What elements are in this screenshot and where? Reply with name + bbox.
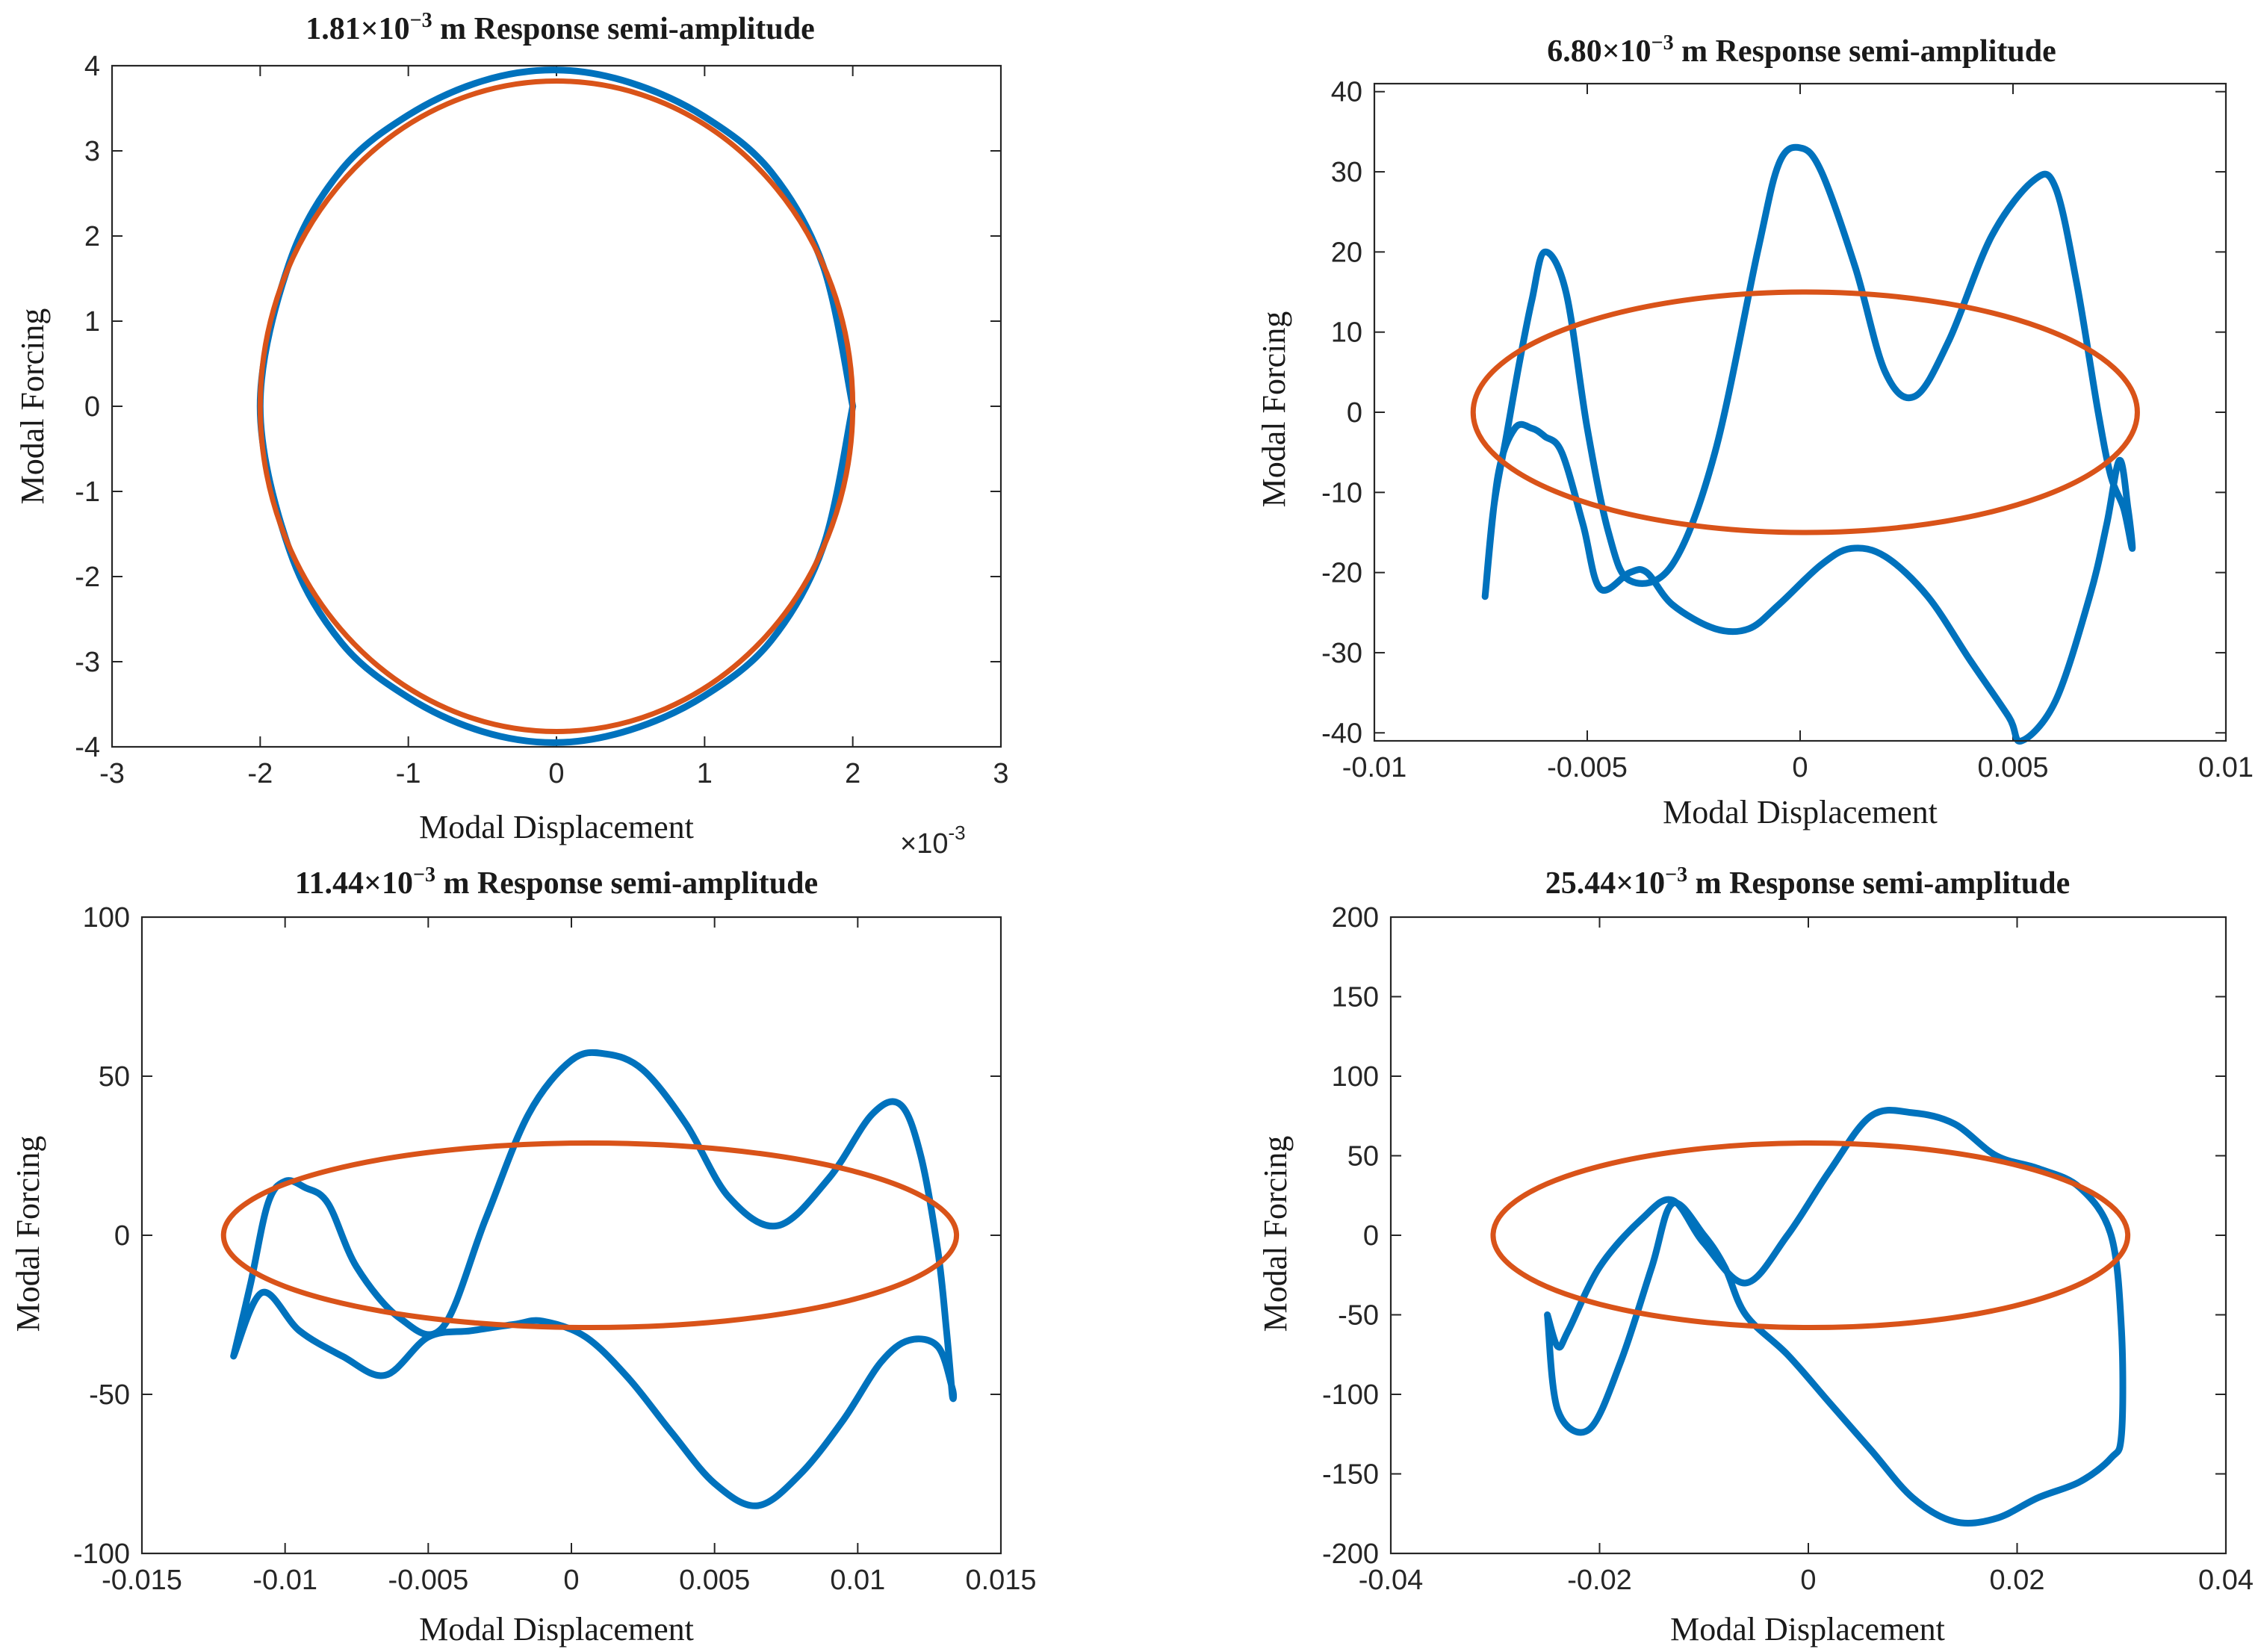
panel-4-y-tick-label: 50 (1347, 1141, 1379, 1173)
panel-4-y-tick-label: 100 (1332, 1061, 1379, 1093)
panel-3-x-tick-label: 0.005 (679, 1565, 750, 1596)
panel-4-y-tick-label: -200 (1322, 1538, 1379, 1570)
panel-4-y-tick-label: -150 (1322, 1459, 1379, 1491)
panel-4-axes: -0.04 -0.02 0 0.02 0.04 -200 -150 -100 -50 0 50 100… (1322, 902, 2254, 1596)
panel-4-y-tick-label: -50 (1338, 1300, 1379, 1332)
panel-2-x-tick-label: -0.01 (1342, 752, 1407, 783)
panel-4-title: 25.44×10−3 m Response semi-amplitude (1545, 863, 2071, 901)
panel-1-y-tick-label: 3 (84, 136, 100, 167)
panel-3-x-axis-label: Modal Displacement (419, 1611, 694, 1648)
panel-1-y-axis-label: Modal Forcing (14, 308, 51, 505)
panel-2-y-tick-label: 0 (1347, 397, 1362, 429)
panel-3-y-tick-label: 50 (99, 1061, 130, 1093)
panel-1-x-tick-label: 2 (845, 758, 860, 789)
panel-3-y-tick-label: 0 (114, 1220, 130, 1252)
panel-2-y-tick-label: -20 (1321, 558, 1362, 589)
panel-4-x-tick-label: 0 (1800, 1565, 1816, 1596)
panel-1-x-tick-label: -1 (396, 758, 421, 789)
panel-2-title: 6.80×10−3 m Response semi-amplitude (1547, 31, 2056, 69)
panel-2-y-tick-label: -10 (1321, 477, 1362, 509)
panel-4-plot-box (1389, 916, 2227, 1555)
panel-3: 11.44×10−3 m Response semi-amplitude -0.… (10, 863, 1037, 1648)
panel-4-y-tick-label: -100 (1322, 1379, 1379, 1411)
panel-2-y-tick-label: 30 (1331, 157, 1362, 188)
panel-2-x-axis-label: Modal Displacement (1663, 794, 1938, 830)
panel-3-title: 11.44×10−3 m Response semi-amplitude (295, 863, 818, 901)
panel-1-y-tick-label: 4 (84, 51, 100, 82)
panel-3-plot-box (140, 916, 1002, 1555)
panel-1-x-tick-label: 0 (548, 758, 564, 789)
panel-3-linear-ellipse (220, 1140, 960, 1331)
panel-4-y-tick-label: 0 (1363, 1220, 1379, 1252)
panel-3-y-tick-label: -50 (89, 1379, 130, 1411)
panel-3-x-tick-label: 0.015 (965, 1565, 1036, 1596)
panel-1-x-exponent: ×10-3 (900, 822, 966, 860)
panel-1-y-tick-label: 2 (84, 221, 100, 252)
panel-2-y-axis-label: Modal Forcing (1256, 311, 1292, 508)
panel-2-y-tick-label: -30 (1321, 638, 1362, 669)
panel-4-linear-ellipse (1490, 1140, 2131, 1331)
panel-1-x-tick-label: -2 (247, 758, 273, 789)
panel-4-x-tick-label: 0.02 (1990, 1565, 2045, 1596)
panel-4-y-axis-label: Modal Forcing (1257, 1136, 1294, 1332)
panel-2-axes: -0.01 -0.005 0 0.005 0.01 -40 -30 -20 -10 0 10 20 30… (1321, 77, 2254, 783)
panel-3-x-tick-label: -0.015 (102, 1565, 182, 1596)
panel-3-hysteresis-curve (230, 1049, 958, 1509)
panel-1-y-tick-label: -4 (75, 732, 100, 763)
panel-4-y-tick-label: 150 (1332, 982, 1379, 1013)
panel-1-y-tick-label: 1 (84, 306, 100, 338)
panel-1-linear-ellipse (257, 78, 856, 734)
panel-1-plot-box (111, 64, 1002, 748)
panel-1-y-tick-label: 0 (84, 391, 100, 423)
panel-3-axes: -0.015 -0.01 -0.005 0 0.005 0.01 0.015 -100 -50 0… (73, 902, 1037, 1596)
panel-2-hysteresis-curve (1481, 143, 2136, 745)
panel-2-y-tick-label: 20 (1331, 237, 1362, 268)
panel-1-title: 1.81×10−3 m Response semi-amplitude (305, 9, 815, 46)
panel-3-y-tick-label: 100 (83, 902, 130, 934)
panel-4: 25.44×10−3 m Response semi-amplitude -0.… (1257, 863, 2254, 1648)
panel-3-x-tick-label: -0.01 (252, 1565, 317, 1596)
panel-3-x-tick-label: 0 (563, 1565, 579, 1596)
panel-1-y-tick-label: -2 (75, 562, 100, 593)
panel-1: 1.81×10−3 m Response semi-amplitude -3 -2… (14, 9, 1009, 860)
panel-4-x-tick-label: -0.02 (1567, 1565, 1632, 1596)
panel-4-x-tick-label: 0.04 (2198, 1565, 2254, 1596)
panel-2-linear-ellipse (1470, 289, 2140, 535)
panel-3-x-tick-label: 0.01 (830, 1565, 885, 1596)
panel-2-y-tick-label: 40 (1331, 77, 1362, 108)
panel-1-x-tick-label: 1 (697, 758, 713, 789)
panel-2: 6.80×10−3 m Response semi-amplitude -0.0… (1256, 31, 2254, 830)
panel-4-x-axis-label: Modal Displacement (1670, 1611, 1945, 1648)
panel-1-x-tick-label: -3 (99, 758, 125, 789)
panel-2-y-tick-label: -40 (1321, 718, 1362, 749)
panel-4-x-tick-label: -0.04 (1359, 1565, 1424, 1596)
panel-2-x-tick-label: 0.01 (2198, 752, 2254, 783)
panel-4-y-tick-label: 200 (1332, 902, 1379, 934)
panel-4-hysteresis-curve (1544, 1107, 2127, 1527)
panel-2-x-tick-label: -0.005 (1547, 752, 1628, 783)
panel-3-y-tick-label: -100 (73, 1538, 130, 1570)
panel-2-plot-box (1373, 82, 2227, 742)
panel-3-x-tick-label: -0.005 (388, 1565, 468, 1596)
panel-3-y-axis-label: Modal Forcing (10, 1136, 46, 1332)
panel-1-y-tick-label: -1 (75, 476, 100, 508)
panel-2-y-tick-label: 10 (1331, 317, 1362, 349)
panel-1-x-tick-label: 3 (993, 758, 1008, 789)
panel-2-x-tick-label: 0 (1792, 752, 1808, 783)
panel-1-y-tick-label: -3 (75, 647, 100, 678)
panel-2-x-tick-label: 0.005 (1977, 752, 2048, 783)
panel-1-x-axis-label: Modal Displacement (419, 809, 694, 845)
